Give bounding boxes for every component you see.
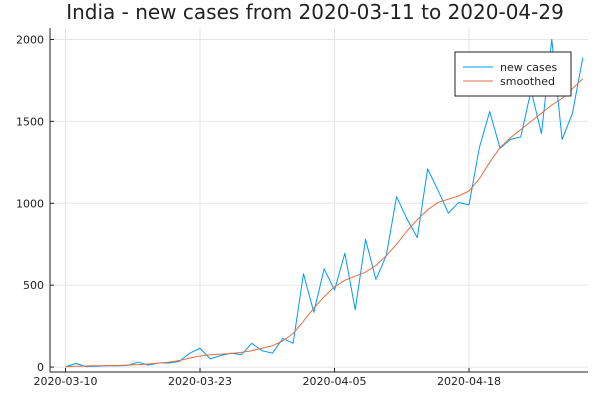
y-tick-label: 2000 bbox=[16, 33, 44, 46]
tick-labels: 2020-03-10 2020-03-23 2020-04-05 2020-04-18… bbox=[16, 33, 501, 388]
series-line-new-cases bbox=[65, 38, 584, 368]
chart-title: India - new cases from 2020-03-11 to 202… bbox=[66, 0, 564, 24]
legend-label-new-cases: new cases bbox=[500, 61, 558, 74]
x-tick-label: 2020-04-18 bbox=[437, 375, 501, 388]
y-tick-label: 0 bbox=[37, 361, 44, 374]
legend-label-smoothed: smoothed bbox=[500, 75, 555, 88]
series-layer bbox=[65, 38, 584, 368]
grid bbox=[50, 28, 588, 372]
legend-box bbox=[454, 51, 572, 97]
x-tick-label: 2020-04-05 bbox=[303, 375, 367, 388]
y-tick-label: 1500 bbox=[16, 115, 44, 128]
y-tick-label: 500 bbox=[23, 279, 44, 292]
axes bbox=[49, 28, 588, 373]
series-line-smoothed bbox=[65, 78, 584, 368]
y-tick-label: 1000 bbox=[16, 197, 44, 210]
x-tick-label: 2020-03-10 bbox=[34, 375, 98, 388]
x-tick-label: 2020-03-23 bbox=[168, 375, 232, 388]
